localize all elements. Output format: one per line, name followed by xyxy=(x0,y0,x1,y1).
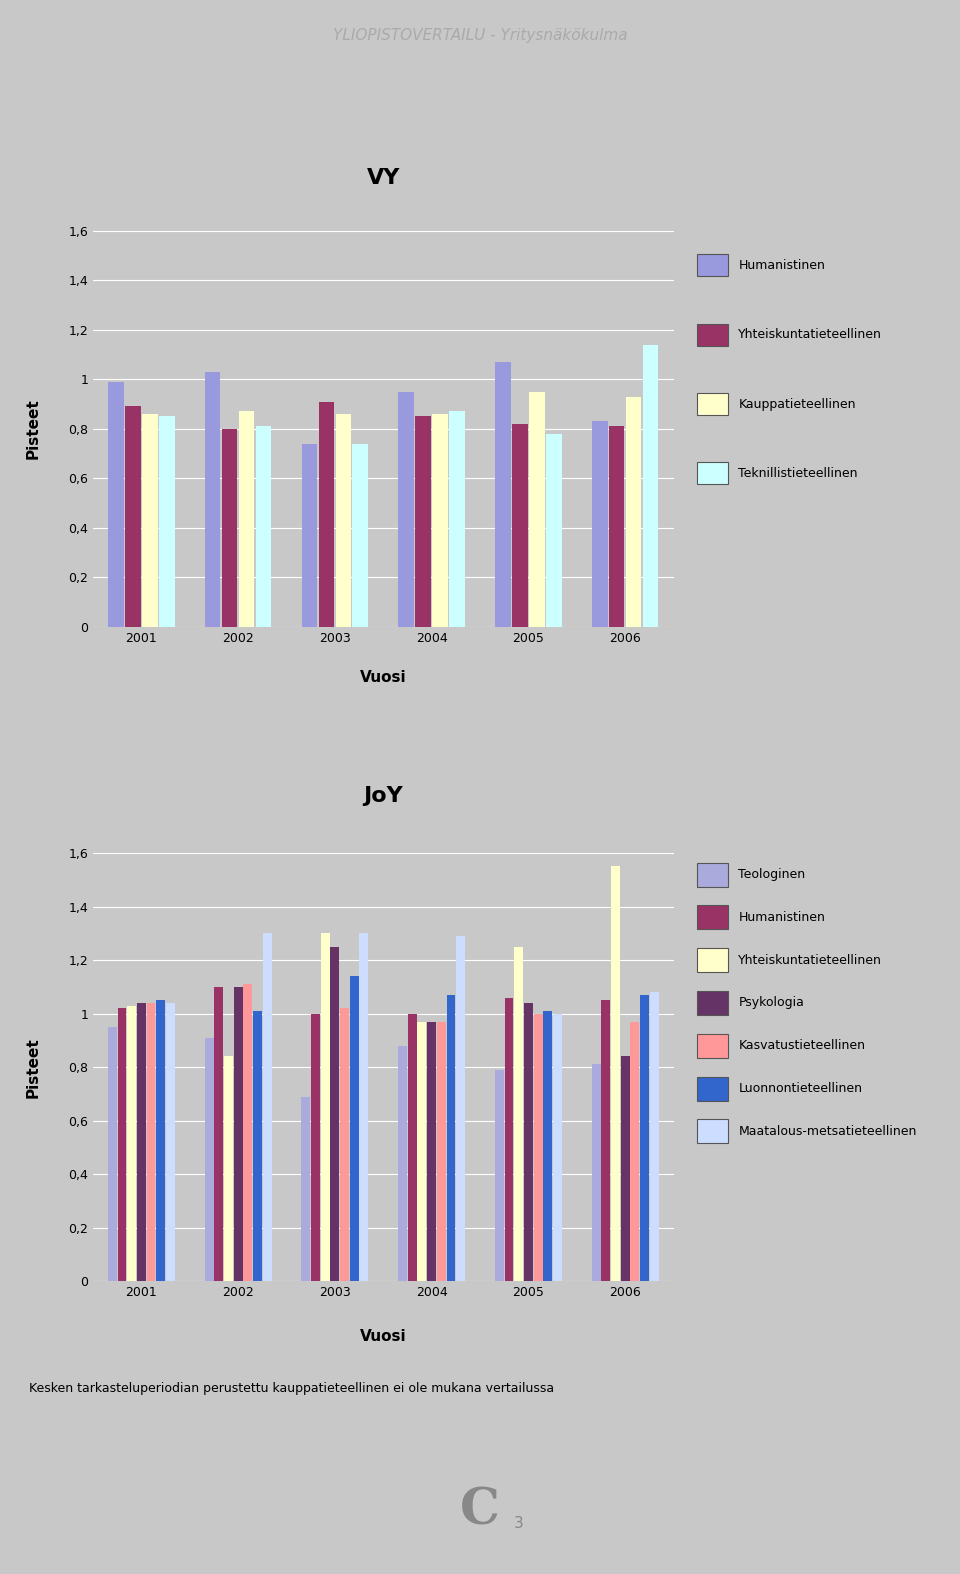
Bar xyxy=(319,401,334,626)
Text: Vuosi: Vuosi xyxy=(360,1328,406,1344)
FancyBboxPatch shape xyxy=(697,255,728,277)
Bar xyxy=(359,933,369,1281)
Bar xyxy=(631,1022,639,1281)
Bar xyxy=(301,444,317,626)
Bar xyxy=(108,382,124,626)
Bar xyxy=(609,427,624,626)
Bar xyxy=(147,1003,156,1281)
Text: Yhteiskuntatieteellinen: Yhteiskuntatieteellinen xyxy=(738,954,882,966)
Text: Teknillistieteellinen: Teknillistieteellinen xyxy=(738,467,858,480)
Bar xyxy=(166,1003,175,1281)
Bar xyxy=(204,1037,213,1281)
Bar xyxy=(255,427,272,626)
Bar xyxy=(611,866,620,1281)
Bar xyxy=(311,1014,320,1281)
Text: Kesken tarkasteluperiodian perustettu kauppatieteellinen ei ole mukana vertailus: Kesken tarkasteluperiodian perustettu ka… xyxy=(29,1382,554,1395)
Text: Maatalous-metsatieteellinen: Maatalous-metsatieteellinen xyxy=(738,1125,917,1138)
Bar xyxy=(650,992,659,1281)
Bar xyxy=(301,1097,310,1281)
FancyBboxPatch shape xyxy=(697,992,728,1015)
Bar xyxy=(330,946,339,1281)
Bar xyxy=(222,428,237,626)
FancyBboxPatch shape xyxy=(697,1034,728,1058)
Bar xyxy=(418,1022,426,1281)
FancyBboxPatch shape xyxy=(697,324,728,346)
Bar xyxy=(243,984,252,1281)
Bar xyxy=(529,392,544,626)
Bar xyxy=(546,434,562,626)
FancyBboxPatch shape xyxy=(697,948,728,973)
Text: Pisteet: Pisteet xyxy=(26,1037,40,1097)
Text: Yhteiskuntatieteellinen: Yhteiskuntatieteellinen xyxy=(738,329,882,342)
Text: Luonnontieteellinen: Luonnontieteellinen xyxy=(738,1081,862,1096)
Bar xyxy=(495,362,511,626)
Bar xyxy=(117,1009,127,1281)
Text: VY: VY xyxy=(367,168,400,189)
Bar xyxy=(515,946,523,1281)
Bar xyxy=(591,1064,601,1281)
Bar xyxy=(427,1022,436,1281)
Bar xyxy=(449,411,465,626)
Bar xyxy=(495,1070,504,1281)
Bar xyxy=(340,1009,349,1281)
Bar xyxy=(446,995,455,1281)
Bar xyxy=(352,444,368,626)
FancyBboxPatch shape xyxy=(697,394,728,416)
Text: C: C xyxy=(460,1486,500,1536)
Text: Vuosi: Vuosi xyxy=(360,671,406,685)
Bar xyxy=(621,1056,630,1281)
Text: Teologinen: Teologinen xyxy=(738,867,805,881)
Bar xyxy=(204,371,221,626)
Bar xyxy=(224,1056,233,1281)
Text: Pisteet: Pisteet xyxy=(26,398,40,460)
Bar xyxy=(553,1014,562,1281)
Bar xyxy=(214,987,223,1281)
Bar xyxy=(108,1026,117,1281)
Bar xyxy=(643,345,659,626)
Text: JoY: JoY xyxy=(363,787,403,806)
Bar xyxy=(456,937,465,1281)
Bar xyxy=(592,422,608,626)
Bar xyxy=(349,976,359,1281)
Bar xyxy=(437,1022,445,1281)
FancyBboxPatch shape xyxy=(697,463,728,485)
Text: Kasvatustieteellinen: Kasvatustieteellinen xyxy=(738,1039,865,1053)
Bar xyxy=(626,397,641,626)
Bar xyxy=(239,411,254,626)
Bar xyxy=(543,1011,552,1281)
Bar xyxy=(233,987,243,1281)
Bar xyxy=(534,1014,542,1281)
Bar xyxy=(524,1003,533,1281)
Text: Humanistinen: Humanistinen xyxy=(738,258,826,272)
Bar xyxy=(601,1001,611,1281)
Bar xyxy=(321,933,329,1281)
Text: YLIOPISTOVERTAILU - Yritysnäkökulma: YLIOPISTOVERTAILU - Yritysnäkökulma xyxy=(333,28,627,44)
FancyBboxPatch shape xyxy=(697,1119,728,1143)
Bar xyxy=(640,995,649,1281)
Bar xyxy=(159,417,175,626)
FancyBboxPatch shape xyxy=(697,863,728,886)
Text: Psykologia: Psykologia xyxy=(738,996,804,1009)
Bar xyxy=(127,1006,136,1281)
Bar xyxy=(505,998,514,1281)
Text: 3: 3 xyxy=(514,1516,523,1532)
Bar xyxy=(416,417,431,626)
Bar xyxy=(336,414,351,626)
Bar xyxy=(398,1045,407,1281)
Bar xyxy=(398,392,414,626)
FancyBboxPatch shape xyxy=(697,905,728,929)
Bar xyxy=(142,414,157,626)
Bar xyxy=(125,406,140,626)
Bar xyxy=(432,414,448,626)
Text: Kauppatieteellinen: Kauppatieteellinen xyxy=(738,398,856,411)
Bar xyxy=(137,1003,146,1281)
Bar xyxy=(512,423,528,626)
Bar xyxy=(156,1001,165,1281)
FancyBboxPatch shape xyxy=(697,1077,728,1100)
Bar xyxy=(408,1014,417,1281)
Bar xyxy=(253,1011,262,1281)
Text: Humanistinen: Humanistinen xyxy=(738,911,826,924)
Bar xyxy=(263,933,272,1281)
